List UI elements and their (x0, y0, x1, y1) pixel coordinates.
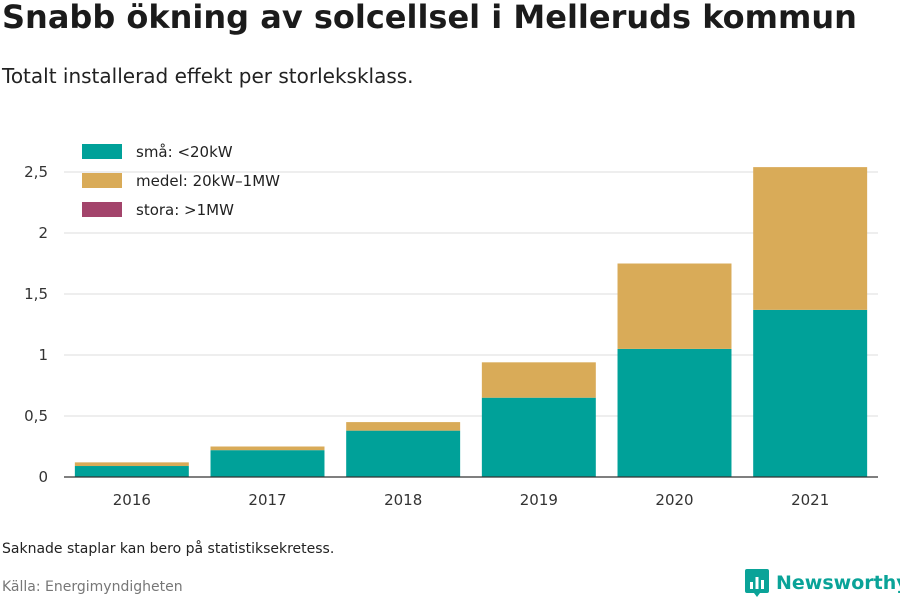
y-tick-label: 0 (38, 468, 48, 486)
legend-label: medel: 20kW–1MW (136, 172, 280, 190)
y-axis: 0 0,5 1 1,5 2 2,5 (24, 163, 48, 486)
source-credit: Källa: Energimyndigheten (2, 579, 183, 595)
brand-logo[interactable]: Newsworthy (744, 567, 900, 599)
bar-2019-series-1 (481, 362, 596, 398)
bar-2020-series-0 (617, 348, 732, 477)
bar-chart-logo-icon (745, 569, 769, 597)
bar-2017-series-1 (210, 446, 325, 451)
legend-swatch (82, 173, 122, 188)
x-tick-label: 2019 (520, 491, 558, 509)
y-tick-label: 0,5 (24, 407, 48, 425)
bar-2021-series-0 (753, 309, 868, 477)
y-tick-label: 1 (38, 346, 48, 364)
x-tick-label: 2017 (248, 491, 286, 509)
legend-swatch (82, 144, 122, 159)
footnote: Saknade staplar kan bero på statistiksek… (2, 541, 335, 557)
bar-2016-series-1 (74, 462, 189, 467)
bars (74, 167, 868, 477)
y-tick-label: 2 (38, 224, 48, 242)
x-tick-label: 2020 (655, 491, 693, 509)
legend-label: stora: >1MW (136, 201, 234, 219)
brand-name: Newsworthy (776, 572, 900, 594)
legend-label: små: <20kW (136, 143, 233, 161)
legend-swatch (82, 202, 122, 217)
bar-2019-series-0 (481, 397, 596, 477)
bar-2021-series-1 (753, 167, 868, 310)
bar-2020-series-1 (617, 263, 732, 349)
chart-subtitle: Totalt installerad effekt per storlekskl… (2, 64, 414, 88)
gridlines (64, 171, 878, 417)
chart-title: Snabb ökning av solcellsel i Melleruds k… (2, 0, 857, 36)
legend: små: <20kW medel: 20kW–1MW stora: >1MW (82, 143, 280, 219)
bar-2018-series-1 (346, 422, 461, 431)
y-tick-label: 2,5 (24, 163, 48, 181)
stacked-bar-chart: 0 0,5 1 1,5 2 2,5 2016 2017 2018 2019 2020 2021 sm… (24, 143, 878, 509)
x-tick-label: 2018 (384, 491, 422, 509)
bar-2016-series-0 (74, 466, 189, 477)
x-tick-label: 2016 (113, 491, 151, 509)
x-axis: 2016 2017 2018 2019 2020 2021 (64, 476, 878, 509)
bar-2018-series-0 (346, 430, 461, 477)
bar-2017-series-0 (210, 450, 325, 477)
y-tick-label: 1,5 (24, 285, 48, 303)
x-tick-label: 2021 (791, 491, 829, 509)
